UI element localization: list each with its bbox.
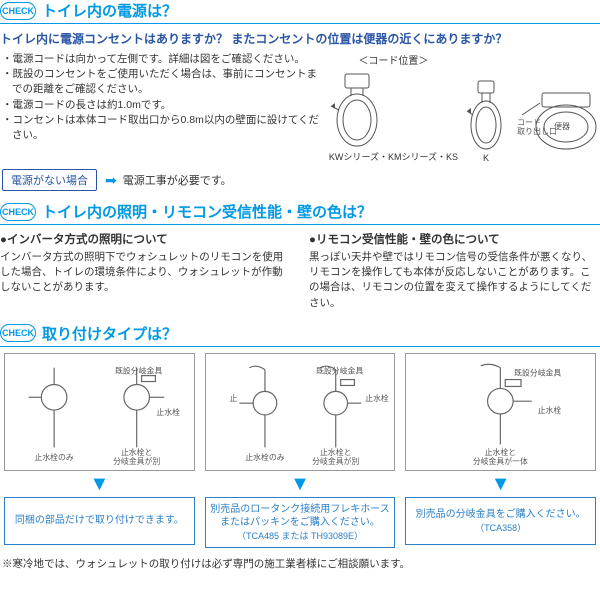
note-item: ・電源コードは向かって左側です。詳細は図をご確認ください。	[2, 52, 321, 67]
cord-position-label: ＜コード位置＞	[329, 52, 458, 67]
install-diagram-1: 止水栓のみ 既設分岐金具 止水栓 止水栓と 分岐金具が別	[4, 353, 195, 471]
down-arrow-icon: ▼	[491, 474, 511, 494]
section1-body: ・電源コードは向かって左側です。詳細は図をご確認ください。 ・既設のコンセントを…	[0, 52, 600, 163]
install-diagram-3: 既設分岐金具 止水栓 止水栓と 分岐金具が一体	[405, 353, 596, 471]
install-type-2: 止 止水栓 既設分岐金具 止水栓のみ 止水栓と 分岐金具が別 ▼ 別売品のロータ…	[205, 353, 396, 548]
section1-intro: トイレ内に電源コンセントはありますか？ またコンセントの位置は便器の近くにありま…	[0, 30, 600, 47]
install-box-sub: （TCA358）	[410, 522, 591, 534]
install-box-1: 同梱の部品だけで取り付けできます。	[4, 497, 195, 545]
install-diagram-2: 止 止水栓 既設分岐金具 止水栓のみ 止水栓と 分岐金具が別	[205, 353, 396, 471]
diag-label: 既設分岐金具	[115, 366, 162, 376]
cord-out-label2: 取り出し口	[517, 126, 557, 136]
diag-label: 止	[229, 393, 237, 403]
inverter-body: インバータ方式の照明下でウォシュレットのリモコンを使用した場合、トイレの環境条件…	[0, 250, 291, 296]
diagram-caption: KWシリーズ・KMシリーズ・KS	[329, 150, 458, 163]
install-box-2: 別売品のロータンク接続用フレキホースまたはパッキンをご購入ください。 （TCA4…	[205, 497, 396, 548]
cord-out-label: コード	[517, 118, 541, 127]
no-power-text: 電源工事が必要です。	[123, 172, 232, 188]
diag-label: 止水栓のみ	[245, 452, 284, 462]
install-box-sub: （TCA485 または TH93089E）	[210, 530, 391, 542]
diag-label: 止水栓	[538, 405, 562, 415]
section3-title: 取り付けタイプは？	[42, 323, 177, 344]
check-badge: CHECK	[0, 324, 36, 342]
no-power-row: 電源がない場合 ➡ 電源工事が必要です。	[2, 169, 232, 191]
section1-title: トイレ内の電源は？	[42, 0, 177, 21]
no-power-badge: 電源がない場合	[2, 169, 97, 191]
down-arrow-icon: ▼	[290, 474, 310, 494]
diag-label: 既設分岐金具	[316, 366, 363, 376]
install-box-main: 同梱の部品だけで取り付けできます。	[9, 514, 190, 528]
check-badge: CHECK	[0, 2, 36, 20]
diag-label: 止水栓のみ	[34, 452, 73, 462]
check-badge: CHECK	[0, 203, 36, 221]
diag-label: 止水栓と	[121, 447, 152, 457]
install-box-main: 別売品のロータンク接続用フレキホースまたはパッキンをご購入ください。	[210, 503, 391, 530]
note-item: ・既設のコンセントをご使用いただく場合は、事前にコンセントまでの距離をご確認くだ…	[2, 67, 321, 97]
remote-body: 黒っぽい天井や壁ではリモコン信号の受信条件が悪くなり、リモコンを操作しても本体が…	[309, 250, 600, 311]
toilet-diagram-3: 便器 コード 取り出し口	[514, 81, 600, 163]
diag-label: 既設分岐金具	[514, 368, 561, 378]
section2-title: トイレ内の照明・リモコン受信性能・壁の色は？	[42, 201, 372, 222]
install-type-3: 既設分岐金具 止水栓 止水栓と 分岐金具が一体 ▼ 別売品の分岐金具をご購入くだ…	[405, 353, 596, 548]
section1-notes: ・電源コードは向かって左側です。詳細は図をご確認ください。 ・既設のコンセントを…	[0, 52, 321, 143]
footnote: ※寒冷地では、ウォシュレットの取り付けは必ず専門の施工業者様にご相談願います。	[0, 556, 600, 571]
install-box-main: 別売品の分岐金具をご購入ください。	[410, 508, 591, 522]
section2-body: ●インバータ方式の照明について インバータ方式の照明下でウォシュレットのリモコン…	[0, 231, 600, 311]
section2-header: CHECK トイレ内の照明・リモコン受信性能・壁の色は？	[0, 201, 600, 225]
install-type-1: 止水栓のみ 既設分岐金具 止水栓 止水栓と 分岐金具が別 ▼ 同梱の部品だけで取…	[4, 353, 195, 548]
remote-heading: ●リモコン受信性能・壁の色について	[309, 231, 600, 247]
diag-label: 分岐金具が一体	[473, 456, 528, 466]
down-arrow-icon: ▼	[89, 474, 109, 494]
inverter-heading: ●インバータ方式の照明について	[0, 231, 291, 247]
section2-right: ●リモコン受信性能・壁の色について 黒っぽい天井や壁ではリモコン信号の受信条件が…	[309, 231, 600, 311]
diag-label: 分岐金具が別	[113, 456, 160, 466]
diagram-caption: K	[466, 153, 506, 163]
section1-header: CHECK トイレ内の電源は？	[0, 0, 600, 24]
install-types-row: 止水栓のみ 既設分岐金具 止水栓 止水栓と 分岐金具が別 ▼ 同梱の部品だけで取…	[0, 353, 600, 548]
install-box-3: 別売品の分岐金具をご購入ください。 （TCA358）	[405, 497, 596, 545]
section2-left: ●インバータ方式の照明について インバータ方式の照明下でウォシュレットのリモコン…	[0, 231, 291, 311]
note-item: ・コンセントは本体コード取出口から0.8m以内の壁面に設けてください。	[2, 113, 321, 143]
diag-label: 分岐金具が別	[312, 456, 359, 466]
toilet-diagram-1: ＜コード位置＞ KWシリーズ・KMシリーズ・KS	[329, 52, 458, 163]
diag-label: 止水栓	[365, 393, 389, 403]
diag-label: 止水栓と	[320, 447, 351, 457]
toilet-diagram-2: K	[466, 73, 506, 163]
note-item: ・電源コードの長さは約1.0mです。	[2, 98, 321, 113]
section3-header: CHECK 取り付けタイプは？	[0, 323, 600, 347]
section1-diagrams: ＜コード位置＞ KWシリーズ・KMシリーズ・KS	[321, 52, 600, 163]
diag-label: 止水栓	[156, 407, 180, 417]
arrow-right-icon: ➡	[105, 172, 117, 189]
diag-label: 止水栓と	[485, 447, 516, 457]
